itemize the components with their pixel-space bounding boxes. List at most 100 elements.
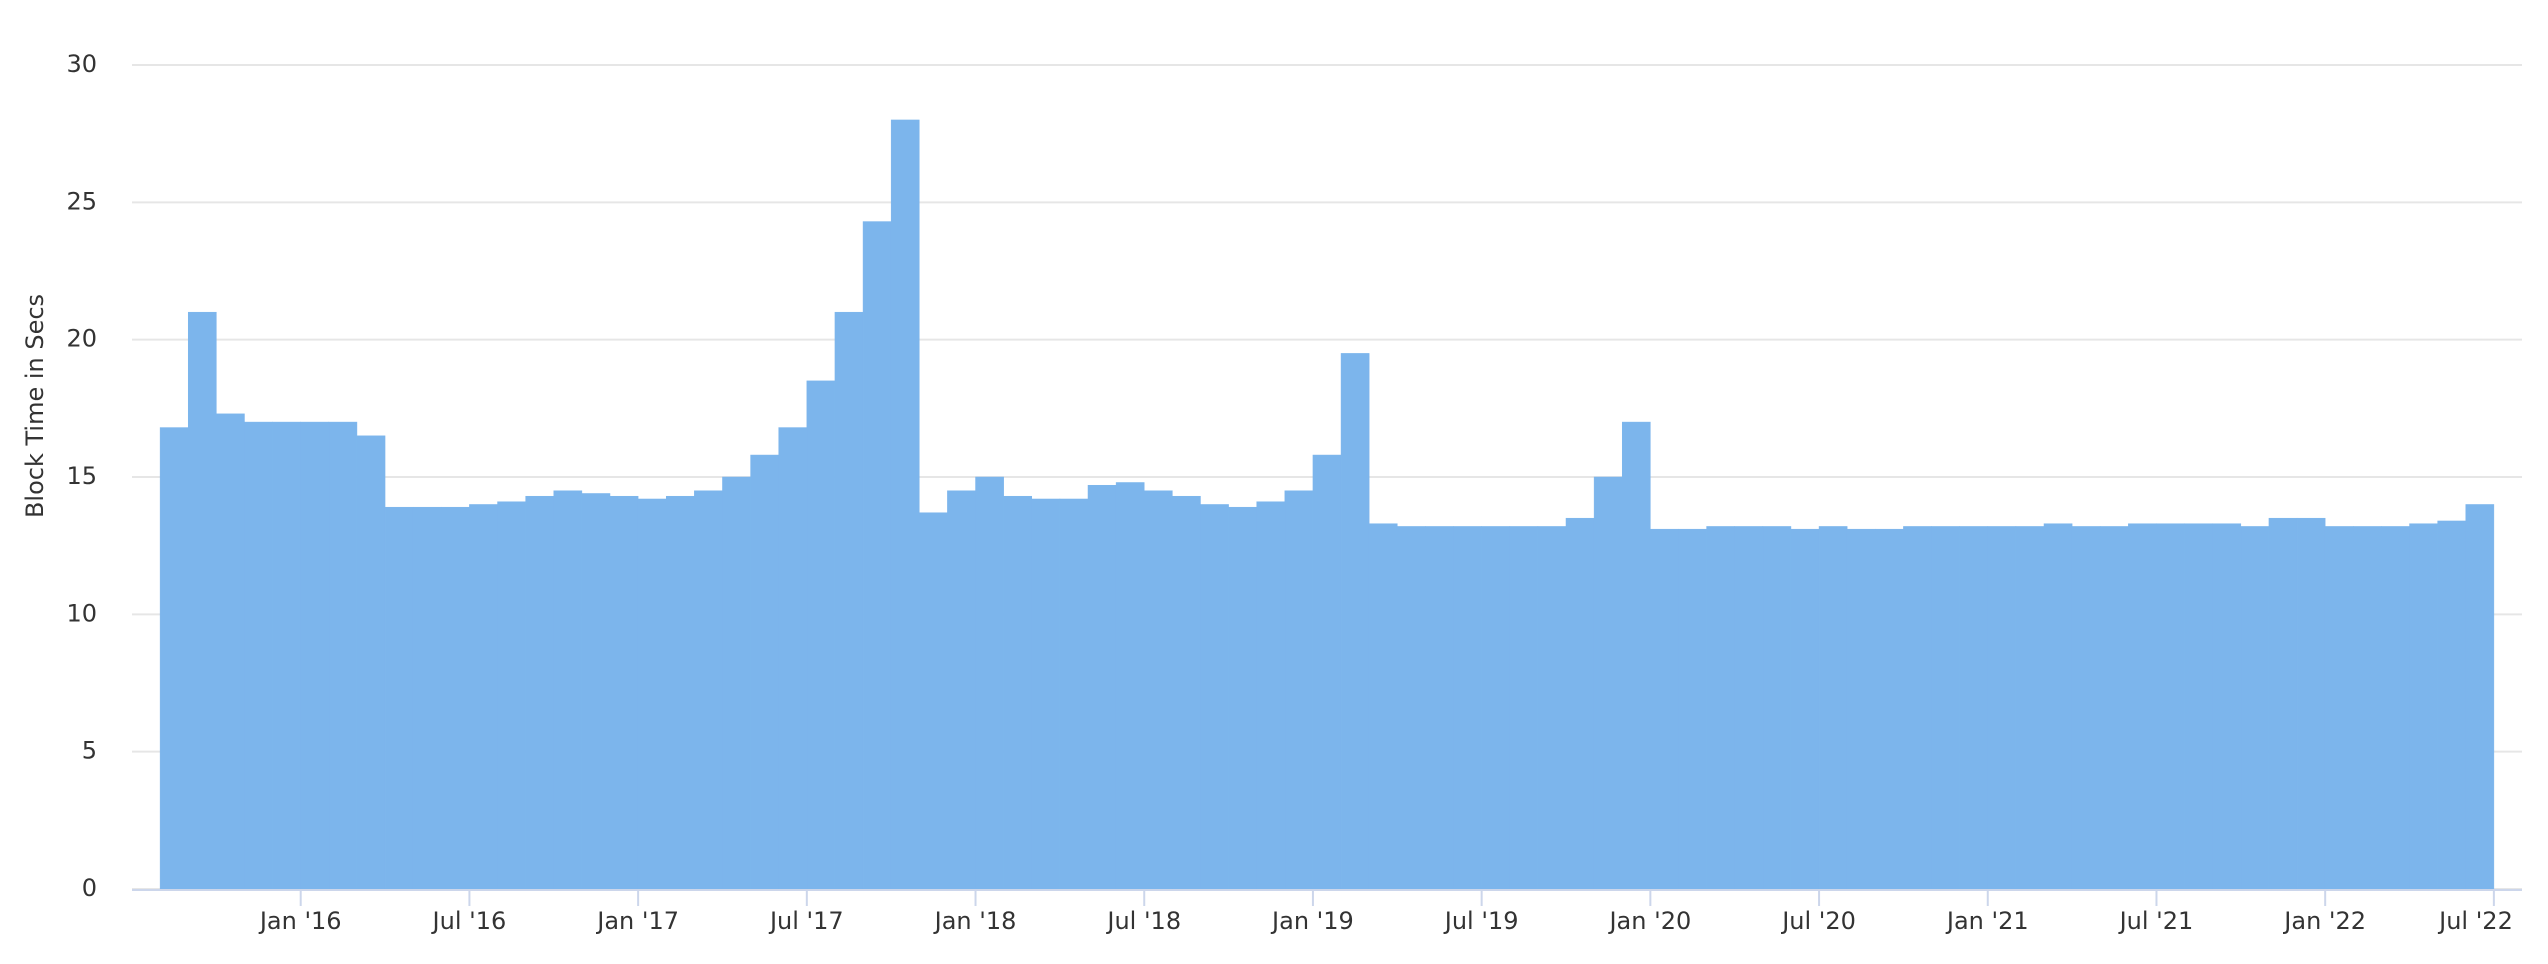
bar — [722, 476, 751, 890]
bar — [1903, 526, 1932, 890]
bar — [187, 311, 217, 890]
bar — [525, 495, 555, 890]
bar — [1678, 528, 1707, 890]
bar — [272, 421, 301, 890]
y-tick-label: 10 — [66, 599, 97, 627]
bar — [2128, 523, 2157, 890]
bar — [694, 490, 723, 890]
bar — [2437, 520, 2467, 890]
bar — [412, 506, 442, 890]
y-tick-label: 0 — [82, 874, 97, 902]
y-tick-label: 30 — [66, 50, 97, 78]
bar — [441, 506, 470, 890]
bar — [244, 421, 273, 890]
bar — [1565, 517, 1595, 890]
x-tick-label: Jul '16 — [431, 907, 507, 935]
bar — [1650, 528, 1679, 890]
x-tick-label: Jul '22 — [2437, 907, 2513, 935]
bar — [750, 454, 779, 890]
bar — [1509, 526, 1539, 890]
bar — [2324, 526, 2354, 890]
bar — [2043, 523, 2073, 890]
bar — [919, 512, 948, 890]
bar — [1284, 490, 1314, 890]
bar — [1537, 526, 1567, 890]
bar — [2240, 526, 2270, 890]
x-tick-label: Jul '21 — [2118, 907, 2194, 935]
bar — [2268, 517, 2298, 890]
bar — [778, 427, 808, 890]
bar — [1115, 482, 1145, 890]
bar — [1172, 495, 1201, 890]
bar — [2156, 523, 2185, 890]
bar — [1031, 498, 1061, 890]
bar — [581, 493, 611, 890]
bar — [1931, 526, 1960, 890]
y-tick-label: 20 — [66, 325, 97, 353]
bar — [1818, 526, 1848, 890]
x-tick-label: Jan '17 — [595, 907, 679, 935]
bar — [834, 311, 864, 890]
bar — [328, 421, 358, 890]
x-tick-label: Jul '18 — [1105, 907, 1181, 935]
y-tick-label: 25 — [66, 187, 97, 215]
x-tick-label: Jan '21 — [1945, 907, 2029, 935]
bar — [216, 413, 245, 890]
bar — [1228, 506, 1257, 890]
bar — [947, 490, 976, 890]
bar — [1481, 526, 1511, 890]
bar — [1397, 526, 1426, 890]
x-tick-label: Jan '16 — [258, 907, 342, 935]
x-tick-label: Jan '22 — [2282, 907, 2366, 935]
bar — [1453, 526, 1482, 890]
y-tick-label: 5 — [82, 737, 97, 765]
bar — [806, 380, 836, 890]
bar — [2212, 523, 2242, 890]
bar — [1734, 526, 1764, 890]
bar — [553, 490, 583, 890]
bar — [1312, 454, 1342, 890]
x-tick-label: Jul '17 — [768, 907, 844, 935]
bar — [1143, 490, 1173, 890]
bar — [1621, 421, 1651, 890]
bar — [2099, 526, 2129, 890]
bar — [609, 495, 639, 890]
y-axis-title: Block Time in Secs — [21, 294, 49, 518]
bar — [1706, 526, 1735, 890]
bar — [2465, 504, 2495, 890]
bar — [300, 421, 330, 890]
bar — [1987, 526, 2017, 890]
bar — [1003, 495, 1033, 890]
bar — [1959, 526, 1989, 890]
bar — [2409, 523, 2438, 890]
bar — [1087, 484, 1117, 890]
bar — [862, 221, 892, 890]
bar — [1762, 526, 1792, 890]
bar — [2381, 526, 2410, 890]
bar — [1875, 528, 1904, 890]
bar — [1846, 528, 1876, 890]
bar — [469, 504, 498, 890]
bar — [1593, 476, 1623, 890]
x-tick-label: Jul '19 — [1443, 907, 1519, 935]
bar — [1340, 353, 1370, 890]
bar — [665, 495, 695, 890]
bar — [356, 435, 386, 890]
bar — [1790, 528, 1820, 890]
bar — [975, 476, 1004, 890]
y-tick-label: 15 — [66, 462, 97, 490]
bar — [1200, 504, 1229, 890]
bar — [2071, 526, 2101, 890]
bar — [890, 119, 920, 890]
bar — [637, 498, 667, 890]
bar — [1059, 498, 1089, 890]
bar — [159, 427, 189, 890]
bar — [1256, 501, 1286, 890]
bar — [2353, 526, 2382, 890]
bar — [2296, 517, 2326, 890]
bar — [2184, 523, 2213, 890]
x-tick-label: Jan '19 — [1270, 907, 1354, 935]
bar — [1368, 523, 1398, 890]
x-tick-label: Jul '20 — [1780, 907, 1856, 935]
